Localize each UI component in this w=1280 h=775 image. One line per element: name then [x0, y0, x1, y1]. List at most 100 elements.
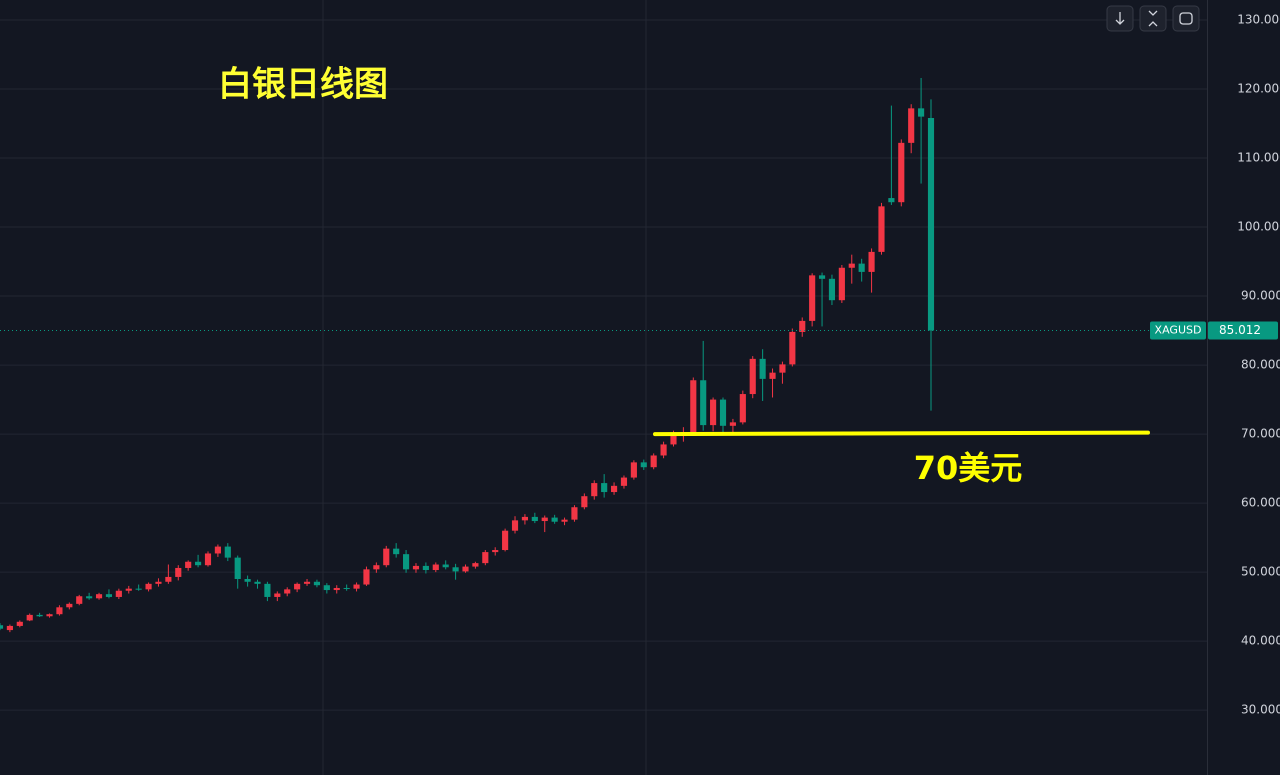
candle-body: [541, 517, 548, 522]
candle-body: [234, 557, 241, 580]
y-tick-label: 50.000: [1241, 565, 1280, 579]
price-label: 85.012: [1219, 323, 1261, 337]
candle-body: [294, 583, 301, 590]
candle-body: [898, 142, 905, 203]
candle-body: [620, 477, 628, 486]
support-label: 70美元: [914, 449, 1023, 487]
candle-body: [56, 607, 63, 615]
y-tick-label: 110.000: [1237, 151, 1280, 165]
candle-body: [16, 621, 23, 626]
candle-body: [125, 588, 132, 591]
candle-body: [739, 394, 746, 423]
y-tick-label: 70.000: [1241, 427, 1280, 441]
candle-body: [660, 444, 667, 456]
candle-body: [6, 625, 13, 631]
candle-body: [908, 108, 915, 143]
scroll-down-button[interactable]: [1106, 5, 1134, 32]
candle-body: [333, 587, 340, 591]
support-line: [653, 430, 1150, 437]
candle-body: [36, 614, 43, 617]
candle-body: [452, 567, 459, 572]
candle-body: [224, 546, 231, 558]
candle-body: [442, 564, 449, 568]
candle-body: [353, 584, 360, 589]
candle-body: [858, 263, 865, 272]
candle-body: [551, 517, 558, 522]
candle-body: [323, 585, 330, 591]
candle-body: [789, 331, 796, 365]
candle-body: [204, 553, 212, 566]
candle-body: [26, 614, 33, 621]
candle-body: [165, 576, 172, 582]
candle-body: [769, 372, 776, 379]
candle-body: [373, 565, 380, 570]
candle-body: [363, 569, 370, 585]
candle-body: [878, 206, 885, 252]
candle-body: [145, 583, 152, 590]
candle-body: [274, 593, 281, 597]
candle-body: [462, 566, 469, 572]
y-tick-label: 120.000: [1237, 82, 1280, 96]
candle-body: [502, 530, 509, 551]
candle-body: [601, 483, 608, 493]
candle-body: [403, 554, 410, 570]
candle-body: [918, 108, 925, 117]
candle-body: [66, 603, 73, 608]
candle-body: [799, 320, 806, 332]
symbol-badge: [1150, 321, 1206, 340]
candle-body: [185, 561, 192, 568]
candle-body: [927, 118, 935, 331]
candle-body: [729, 422, 736, 426]
price-badge: [1208, 321, 1278, 340]
y-tick-label: 130.000: [1237, 13, 1280, 27]
candle-body: [749, 358, 756, 395]
candle-body: [214, 546, 221, 554]
candle-body: [868, 251, 875, 272]
candle-body: [175, 567, 182, 577]
candle-body: [838, 267, 845, 301]
candle-body: [571, 507, 578, 520]
candle-body: [482, 552, 489, 564]
collapse-button[interactable]: [1139, 5, 1167, 32]
candle-body: [264, 583, 271, 597]
y-tick-label: 60.000: [1241, 496, 1280, 510]
candle-body: [432, 564, 439, 571]
candle-body: [719, 399, 727, 426]
reset-button[interactable]: [1172, 5, 1200, 32]
candle-body: [591, 483, 598, 497]
toolbar: [1106, 5, 1200, 32]
candle-body: [254, 581, 261, 584]
candle-body: [888, 198, 895, 203]
y-tick-label: 80.000: [1241, 358, 1280, 372]
y-tick-label: 40.000: [1241, 634, 1280, 648]
candle-body: [710, 399, 717, 426]
y-tick-label: 90.000: [1241, 289, 1280, 303]
candle-body: [115, 590, 122, 597]
y-tick-label: 100.000: [1237, 220, 1280, 234]
candle-body: [284, 589, 291, 594]
candle-body: [610, 485, 618, 493]
candle-body: [155, 581, 162, 584]
candle-body: [700, 380, 707, 426]
candle-body: [690, 380, 697, 433]
candle-body: [828, 278, 836, 301]
candle-body: [105, 594, 113, 597]
candle-body: [561, 519, 568, 522]
candle-body: [303, 581, 311, 584]
candle-body: [422, 565, 429, 571]
symbol-label: XAGUSD: [1155, 323, 1202, 336]
candle-body: [650, 455, 657, 468]
candle-body: [630, 462, 637, 478]
candle-body: [0, 625, 4, 629]
candle-body: [393, 548, 400, 555]
candle-body: [76, 596, 83, 604]
candle-body: [670, 434, 677, 445]
candle-body: [86, 596, 93, 599]
candle-body: [195, 561, 202, 566]
candle-body: [521, 516, 528, 521]
candle-body: [46, 614, 53, 617]
candle-body: [848, 263, 855, 268]
candle-body: [313, 581, 321, 586]
